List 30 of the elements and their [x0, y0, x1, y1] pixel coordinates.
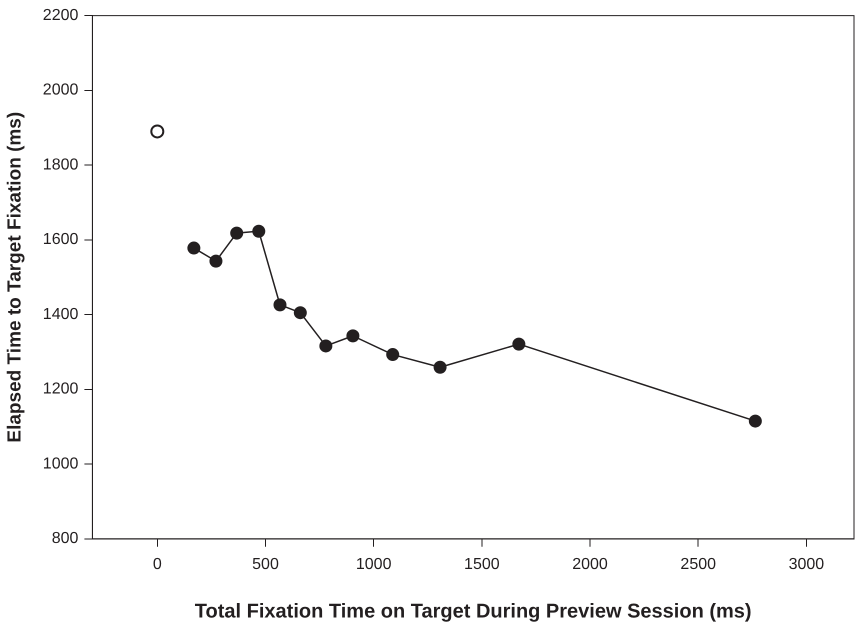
point [748, 414, 762, 428]
y-axis-title: Elapsed Time to Target Fixation (ms) [4, 112, 26, 443]
y-tick-label: 1400 [42, 306, 78, 323]
point [150, 124, 164, 138]
x-tick-label: 1500 [464, 556, 500, 573]
x-axis-title: Total Fixation Time on Target During Preview Session (ms) [194, 600, 752, 623]
y-tick-label: 1600 [42, 231, 78, 248]
x-tick-label: 2500 [680, 556, 716, 573]
point [319, 339, 332, 352]
point [346, 329, 360, 342]
x-tick-label: 500 [252, 556, 279, 573]
x-tick-label: 1000 [356, 556, 392, 573]
y-tick-label: 1200 [42, 380, 78, 398]
y-tick-label: 2200 [42, 7, 78, 24]
point [512, 338, 526, 351]
x-tick-label: 2000 [572, 556, 608, 573]
x-tick-label: 3000 [788, 556, 824, 573]
point [434, 360, 447, 374]
point [252, 224, 266, 238]
point [273, 298, 286, 312]
point [230, 226, 244, 240]
x-tick-label: 0 [152, 556, 162, 573]
point [386, 348, 400, 362]
y-tick-label: 1800 [42, 156, 78, 174]
y-tick-label: 2000 [42, 82, 78, 99]
point [187, 242, 200, 255]
y-tick-label: 1000 [42, 455, 78, 472]
y-tick-label: 800 [52, 530, 78, 548]
point [209, 254, 222, 268]
point [294, 306, 307, 320]
